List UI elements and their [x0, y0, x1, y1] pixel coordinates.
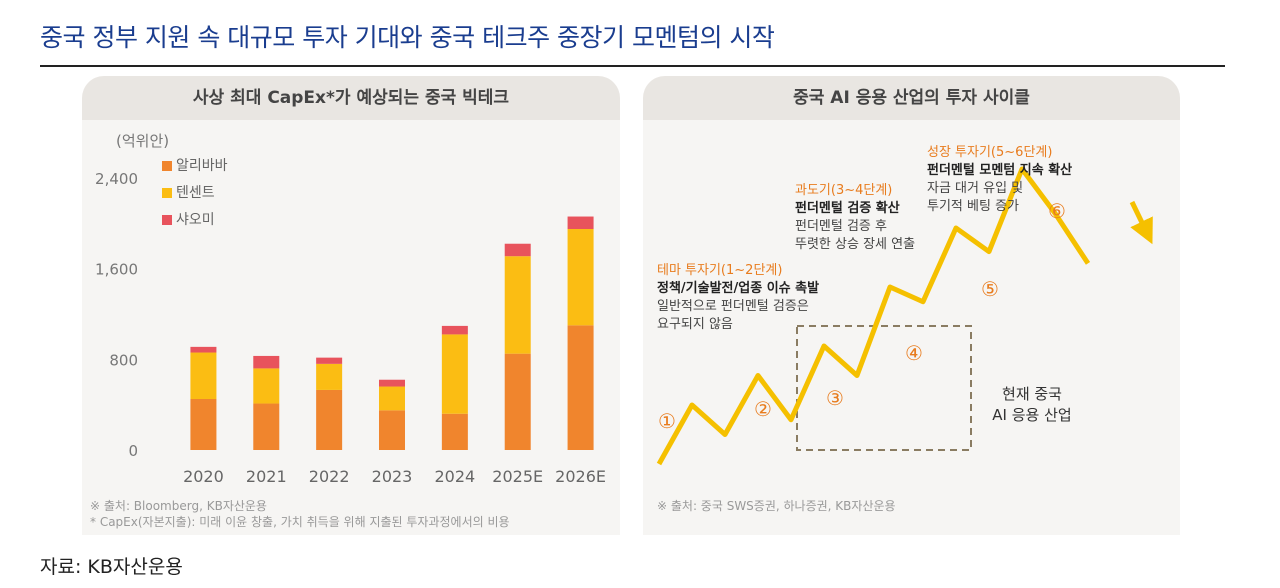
main-title: 중국 정부 지원 속 대규모 투자 기대와 중국 테크주 중장기 모멘텀의 시작 — [40, 23, 775, 52]
source-footer: 자료: KB자산운용 — [40, 556, 183, 578]
legend-swatch — [162, 215, 172, 225]
bar-segment — [567, 216, 594, 229]
y-tick-label: 0 — [128, 442, 138, 460]
bar-segment — [316, 389, 343, 450]
phase1-desc-2: 요구되지 않음 — [657, 317, 733, 332]
legend-label: 알리바바 — [176, 158, 228, 174]
phase1-desc-1: 일반적으로 펀더멘털 검증은 — [657, 299, 809, 314]
phase2-bold: 펀더멘털 검증 확산 — [795, 200, 900, 216]
bar-segment — [504, 256, 531, 354]
y-tick-label: 2,400 — [95, 170, 138, 188]
phase1-bold: 정책/기술발전/업종 이슈 촉발 — [657, 280, 819, 296]
y-tick-label: 1,600 — [95, 261, 138, 279]
step-marker: ⑥ — [1048, 199, 1066, 223]
phase1-title: 테마 투자기(1~2단계) — [657, 263, 782, 278]
legend-swatch — [162, 161, 172, 171]
y-tick-label: 800 — [109, 351, 138, 369]
unit-label: (억위안) — [116, 132, 169, 150]
phase2-desc-1: 펀더멘털 검증 후 — [795, 219, 887, 234]
step-marker: ③ — [826, 386, 844, 410]
bar-segment — [567, 325, 594, 450]
note-capex-definition: * CapEx(자본지출): 미래 이윤 창출, 가치 취득을 위해 지출된 투… — [90, 515, 510, 529]
phase3-desc-1: 자금 대거 유입 및 — [927, 181, 1023, 196]
bar-segment — [253, 368, 280, 404]
bar-segment — [379, 379, 405, 387]
x-tick-label: 2023 — [372, 467, 413, 486]
bar-segment — [190, 352, 217, 399]
step-marker: ④ — [905, 341, 923, 365]
note-source: ※ 출처: Bloomberg, KB자산운용 — [90, 499, 267, 513]
legend-label: 텐센트 — [176, 185, 215, 201]
x-tick-label: 2021 — [246, 467, 287, 486]
title-rule — [40, 65, 1225, 67]
x-tick-label: 2020 — [183, 467, 224, 486]
bar-segment — [379, 386, 405, 411]
phase3-title: 성장 투자기(5~6단계) — [927, 145, 1052, 160]
phase3-bold: 펀더멘털 모멘텀 지속 확산 — [927, 162, 1072, 178]
cycle-curve — [656, 166, 1091, 466]
bar-segment — [441, 413, 468, 450]
x-tick-label: 2025E — [492, 467, 543, 486]
bar-segment — [441, 325, 468, 335]
x-tick-label: 2024 — [434, 467, 475, 486]
right-panel-background — [643, 120, 1180, 535]
legend-label: 샤오미 — [176, 212, 215, 228]
phase2-desc-2: 뚜렷한 상승 장세 연출 — [795, 237, 915, 252]
bar-segment — [567, 229, 594, 326]
right-panel-header: 중국 AI 응용 산업의 투자 사이클 — [643, 76, 1180, 120]
bar-segment — [253, 403, 280, 450]
current-position-box — [796, 325, 972, 451]
current-label-line-2: AI 응용 산업 — [992, 406, 1071, 424]
right-note-source: ※ 출처: 중국 SWS증권, 하나증권, KB자산운용 — [657, 499, 896, 513]
bar-segment — [316, 357, 343, 364]
left-panel-header: 사상 최대 CapEx*가 예상되는 중국 빅테크 — [82, 76, 620, 120]
bar-segment — [253, 355, 280, 369]
bar-segment — [190, 399, 217, 450]
x-tick-label: 2026E — [555, 467, 606, 486]
step-marker: ⑤ — [981, 277, 999, 301]
capex-chart: (억위안) 0 800 1,600 2,400 2020 2021 2022 2023 202… — [90, 132, 606, 529]
phase2-title: 과도기(3~4단계) — [795, 183, 892, 198]
current-label-line-1: 현재 중국 — [1002, 385, 1062, 403]
bar-segment — [316, 363, 343, 390]
step-marker: ② — [754, 397, 772, 421]
bar-segment — [379, 410, 405, 450]
investment-cycle-diagram: ① ② ③ ④ ⑤ ⑥ 테마 투자기(1~2단계) 정책/기술발전/업종 이슈 촉발 일반… — [656, 145, 1153, 513]
bar-segment — [504, 243, 531, 257]
phase3-desc-2: 투기적 베팅 증가 — [927, 199, 1019, 214]
bar-segment — [441, 334, 468, 414]
down-arrow-icon — [1129, 200, 1153, 245]
x-tick-label: 2022 — [309, 467, 350, 486]
bar-segment — [504, 353, 531, 450]
bar-segment — [190, 346, 217, 353]
step-marker: ① — [658, 409, 676, 433]
legend-swatch — [162, 188, 172, 198]
